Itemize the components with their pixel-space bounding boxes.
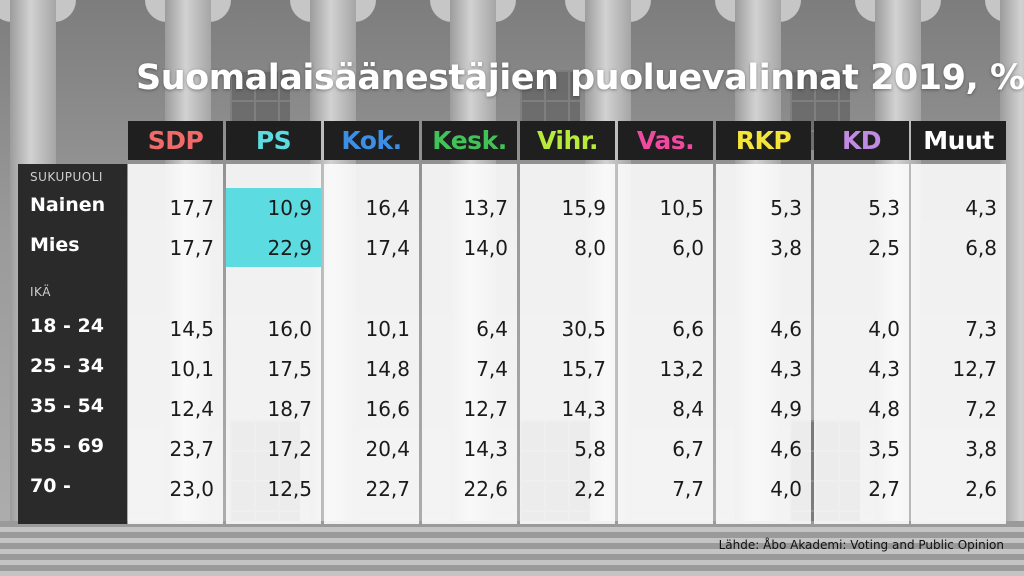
column-header-kd: KD <box>814 121 909 160</box>
table-cell-nainen-kok: 16,4 <box>365 196 410 220</box>
row-label-55-69: 55 - 69 <box>30 435 104 457</box>
table-cell-70-rkp: 4,0 <box>770 477 802 501</box>
column-bg-kd <box>814 164 909 524</box>
table-cell-35-54-vas: 8,4 <box>672 397 704 421</box>
table-cell-mies-sdp: 17,7 <box>169 236 214 260</box>
table-cell-70-sdp: 23,0 <box>169 477 214 501</box>
column-bg-vihr <box>520 164 615 524</box>
column-bg-kok <box>324 164 419 524</box>
table-cell-nainen-muut: 4,3 <box>965 196 997 220</box>
table-cell-18-24-kok: 10,1 <box>365 317 410 341</box>
row-label-70: 70 - <box>30 475 71 497</box>
table-cell-70-vihr: 2,2 <box>574 477 606 501</box>
column-header-sdp: SDP <box>128 121 223 160</box>
table-cell-18-24-ps: 16,0 <box>267 317 312 341</box>
table-cell-mies-rkp: 3,8 <box>770 236 802 260</box>
table-cell-70-kok: 22,7 <box>365 477 410 501</box>
table-cell-25-34-vas: 13,2 <box>659 357 704 381</box>
table-cell-nainen-vihr: 15,9 <box>561 196 606 220</box>
source-note: Lähde: Åbo Akademi: Voting and Public Op… <box>718 538 1004 552</box>
table-cell-18-24-kd: 4,0 <box>868 317 900 341</box>
table-cell-55-69-kesk: 14,3 <box>463 437 508 461</box>
table-cell-nainen-kd: 5,3 <box>868 196 900 220</box>
table-cell-70-kesk: 22,6 <box>463 477 508 501</box>
column-header-muut: Muut <box>911 121 1006 160</box>
column-header-vas: Vas. <box>618 121 713 160</box>
table-cell-55-69-muut: 3,8 <box>965 437 997 461</box>
column-header-rkp: RKP <box>716 121 811 160</box>
row-label-35-54: 35 - 54 <box>30 395 104 417</box>
row-label-mies: Mies <box>30 234 80 256</box>
column-header-vihr: Vihr. <box>520 121 615 160</box>
table-cell-55-69-rkp: 4,6 <box>770 437 802 461</box>
column-bg-muut <box>911 164 1006 524</box>
row-label-panel <box>18 164 127 524</box>
table-cell-18-24-muut: 7,3 <box>965 317 997 341</box>
table-cell-nainen-rkp: 5,3 <box>770 196 802 220</box>
column-header-kesk: Kesk. <box>422 121 517 160</box>
table-cell-nainen-kesk: 13,7 <box>463 196 508 220</box>
table-cell-70-vas: 7,7 <box>672 477 704 501</box>
column-bg-sdp <box>128 164 223 524</box>
table-cell-mies-ps: 22,9 <box>267 236 312 260</box>
row-label-25-34: 25 - 34 <box>30 355 104 377</box>
table-cell-25-34-sdp: 10,1 <box>169 357 214 381</box>
table-cell-55-69-vihr: 5,8 <box>574 437 606 461</box>
table-cell-18-24-sdp: 14,5 <box>169 317 214 341</box>
table-cell-18-24-rkp: 4,6 <box>770 317 802 341</box>
table-cell-70-ps: 12,5 <box>267 477 312 501</box>
section-label-sukupuoli: SUKUPUOLI <box>30 170 103 184</box>
table-cell-70-kd: 2,7 <box>868 477 900 501</box>
table-cell-35-54-ps: 18,7 <box>267 397 312 421</box>
table-cell-35-54-vihr: 14,3 <box>561 397 606 421</box>
table-cell-18-24-vas: 6,6 <box>672 317 704 341</box>
table-cell-35-54-sdp: 12,4 <box>169 397 214 421</box>
table-cell-70-muut: 2,6 <box>965 477 997 501</box>
table-cell-35-54-kok: 16,6 <box>365 397 410 421</box>
table-cell-nainen-ps: 10,9 <box>267 196 312 220</box>
row-label-nainen: Nainen <box>30 194 106 216</box>
column-bg-kesk <box>422 164 517 524</box>
table-cell-18-24-vihr: 30,5 <box>561 317 606 341</box>
table-cell-55-69-vas: 6,7 <box>672 437 704 461</box>
table-cell-nainen-vas: 10,5 <box>659 196 704 220</box>
table-cell-25-34-kd: 4,3 <box>868 357 900 381</box>
table-cell-55-69-ps: 17,2 <box>267 437 312 461</box>
table-cell-mies-vas: 6,0 <box>672 236 704 260</box>
column-bg-vas <box>618 164 713 524</box>
table-cell-25-34-kesk: 7,4 <box>476 357 508 381</box>
table-cell-mies-kok: 17,4 <box>365 236 410 260</box>
table-cell-55-69-kd: 3,5 <box>868 437 900 461</box>
table-cell-25-34-rkp: 4,3 <box>770 357 802 381</box>
table-cell-35-54-kd: 4,8 <box>868 397 900 421</box>
column-header-ps: PS <box>226 121 321 160</box>
table-cell-mies-kesk: 14,0 <box>463 236 508 260</box>
highlight-ps-gender <box>226 188 321 267</box>
table-cell-mies-kd: 2,5 <box>868 236 900 260</box>
section-label-ikä: IKÄ <box>30 285 51 299</box>
table-cell-55-69-sdp: 23,7 <box>169 437 214 461</box>
table-cell-mies-muut: 6,8 <box>965 236 997 260</box>
column-header-kok: Kok. <box>324 121 419 160</box>
table-cell-18-24-kesk: 6,4 <box>476 317 508 341</box>
table-cell-55-69-kok: 20,4 <box>365 437 410 461</box>
table-cell-25-34-ps: 17,5 <box>267 357 312 381</box>
table-cell-35-54-kesk: 12,7 <box>463 397 508 421</box>
table-cell-35-54-muut: 7,2 <box>965 397 997 421</box>
table-cell-25-34-vihr: 15,7 <box>561 357 606 381</box>
column-bg-rkp <box>716 164 811 524</box>
table-cell-25-34-kok: 14,8 <box>365 357 410 381</box>
table-cell-nainen-sdp: 17,7 <box>169 196 214 220</box>
chart-title: Suomalaisäänestäjien puoluevalinnat 2019… <box>136 58 1024 98</box>
row-label-18-24: 18 - 24 <box>30 315 104 337</box>
table-cell-mies-vihr: 8,0 <box>574 236 606 260</box>
table-cell-25-34-muut: 12,7 <box>952 357 997 381</box>
table-cell-35-54-rkp: 4,9 <box>770 397 802 421</box>
